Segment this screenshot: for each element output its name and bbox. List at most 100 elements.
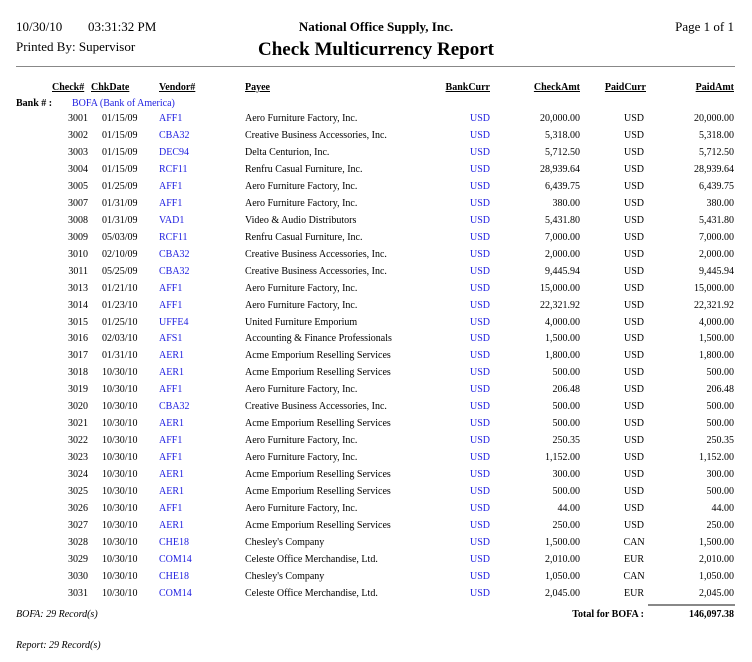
check-date: 01/25/10 bbox=[102, 316, 138, 328]
vendor-link[interactable]: AFS1 bbox=[159, 333, 183, 345]
bank-currency[interactable]: USD bbox=[469, 401, 490, 413]
check-amount: 1,500.00 bbox=[545, 537, 580, 548]
paid-currency: USD bbox=[623, 333, 644, 345]
bank-currency[interactable]: USD bbox=[469, 570, 490, 582]
vendor-link[interactable]: AFF1 bbox=[159, 299, 183, 311]
bank-currency[interactable]: USD bbox=[469, 146, 490, 158]
bank-currency[interactable]: USD bbox=[469, 197, 490, 209]
vendor-link[interactable]: UFFE4 bbox=[159, 316, 189, 328]
vendor-link[interactable]: AER1 bbox=[159, 367, 184, 379]
col-paidcurr: PaidCurr bbox=[604, 82, 646, 93]
paid-amount: 500.00 bbox=[706, 367, 735, 379]
check-amount: 9,445.94 bbox=[545, 265, 580, 277]
paid-amount: 9,445.94 bbox=[699, 265, 734, 277]
check-number: 3007 bbox=[68, 197, 88, 209]
check-number: 3026 bbox=[68, 503, 88, 515]
vendor-link[interactable]: COM14 bbox=[159, 587, 192, 599]
check-amount: 2,000.00 bbox=[545, 248, 580, 260]
paid-amount: 5,431.80 bbox=[699, 214, 734, 226]
vendor-link[interactable]: AFF1 bbox=[159, 384, 183, 396]
paid-currency: USD bbox=[623, 231, 644, 243]
check-amount: 5,318.00 bbox=[545, 129, 580, 141]
paid-currency: USD bbox=[623, 435, 644, 447]
vendor-link[interactable]: AFF1 bbox=[159, 452, 183, 464]
bank-currency[interactable]: USD bbox=[469, 214, 490, 226]
payee: Chesley's Company bbox=[245, 537, 325, 548]
paid-amount: 500.00 bbox=[706, 418, 735, 430]
check-amount: 5,712.50 bbox=[545, 146, 580, 158]
bank-currency[interactable]: USD bbox=[469, 553, 490, 565]
bank-currency[interactable]: USD bbox=[469, 537, 490, 548]
vendor-link[interactable]: AER1 bbox=[159, 418, 184, 430]
bank-currency[interactable]: USD bbox=[469, 113, 490, 124]
bank-currency[interactable]: USD bbox=[469, 503, 490, 515]
bank-currency[interactable]: USD bbox=[469, 231, 490, 243]
paid-amount: 4,000.00 bbox=[699, 316, 734, 328]
vendor-link[interactable]: AER1 bbox=[159, 469, 184, 481]
vendor-link[interactable]: DEC94 bbox=[159, 146, 189, 158]
vendor-link[interactable]: AFF1 bbox=[159, 282, 183, 294]
check-amount: 6,439.75 bbox=[545, 180, 580, 192]
vendor-link[interactable]: AFF1 bbox=[159, 197, 183, 209]
vendor-link[interactable]: AER1 bbox=[159, 486, 184, 498]
paid-amount: 5,712.50 bbox=[699, 146, 734, 158]
paid-currency: USD bbox=[623, 180, 644, 192]
check-number: 3013 bbox=[68, 282, 88, 294]
vendor-link[interactable]: CHE18 bbox=[159, 537, 189, 548]
bank-currency[interactable]: USD bbox=[469, 129, 490, 141]
check-amount: 250.35 bbox=[552, 435, 581, 447]
bank-currency[interactable]: USD bbox=[469, 316, 490, 328]
vendor-link[interactable]: AFF1 bbox=[159, 113, 183, 124]
vendor-link[interactable]: CHE18 bbox=[159, 570, 189, 582]
check-date: 10/30/10 bbox=[102, 452, 138, 464]
payee: Acme Emporium Reselling Services bbox=[245, 350, 391, 362]
check-date: 10/30/10 bbox=[102, 587, 138, 599]
check-amount: 206.48 bbox=[552, 384, 581, 396]
bank-currency[interactable]: USD bbox=[469, 299, 490, 311]
bank-currency[interactable]: USD bbox=[469, 350, 490, 362]
bank-currency[interactable]: USD bbox=[469, 163, 490, 175]
payee: Creative Business Accessories, Inc. bbox=[245, 265, 387, 277]
bank-currency[interactable]: USD bbox=[469, 452, 490, 464]
bank-currency[interactable]: USD bbox=[469, 248, 490, 260]
bank-currency[interactable]: USD bbox=[469, 435, 490, 447]
vendor-link[interactable]: AFF1 bbox=[159, 180, 183, 192]
bank-currency[interactable]: USD bbox=[469, 180, 490, 192]
vendor-link[interactable]: AER1 bbox=[159, 350, 184, 362]
bank-currency[interactable]: USD bbox=[469, 333, 490, 345]
bank-currency[interactable]: USD bbox=[469, 418, 490, 430]
check-date: 01/25/09 bbox=[102, 180, 138, 192]
vendor-link[interactable]: AER1 bbox=[159, 520, 184, 532]
report-date: 10/30/10 bbox=[16, 19, 63, 34]
vendor-link[interactable]: AFF1 bbox=[159, 435, 183, 447]
payee: Aero Furniture Factory, Inc. bbox=[245, 197, 358, 209]
check-number: 3002 bbox=[68, 129, 88, 141]
check-number: 3025 bbox=[68, 486, 88, 498]
vendor-link[interactable]: CBA32 bbox=[159, 401, 190, 413]
check-number: 3001 bbox=[68, 113, 88, 124]
bank-currency[interactable]: USD bbox=[469, 587, 490, 599]
bank-currency[interactable]: USD bbox=[469, 469, 490, 481]
bank-currency[interactable]: USD bbox=[469, 384, 490, 396]
vendor-link[interactable]: VAD1 bbox=[159, 214, 185, 226]
paid-currency: USD bbox=[623, 265, 644, 277]
vendor-link[interactable]: AFF1 bbox=[159, 503, 183, 515]
payee: Aero Furniture Factory, Inc. bbox=[245, 282, 358, 294]
vendor-link[interactable]: CBA32 bbox=[159, 265, 190, 277]
payee: Creative Business Accessories, Inc. bbox=[245, 129, 387, 141]
bank-currency[interactable]: USD bbox=[469, 486, 490, 498]
vendor-link[interactable]: CBA32 bbox=[159, 248, 190, 260]
check-amount: 1,800.00 bbox=[545, 350, 580, 362]
vendor-link[interactable]: COM14 bbox=[159, 553, 192, 565]
bank-currency[interactable]: USD bbox=[469, 367, 490, 379]
bank-currency[interactable]: USD bbox=[469, 265, 490, 277]
vendor-link[interactable]: RCF11 bbox=[159, 231, 188, 243]
bank-value[interactable]: BOFA (Bank of America) bbox=[72, 98, 175, 109]
paid-currency: USD bbox=[623, 129, 644, 141]
bank-currency[interactable]: USD bbox=[469, 520, 490, 532]
check-number: 3031 bbox=[68, 587, 88, 599]
vendor-link[interactable]: RCF11 bbox=[159, 163, 188, 175]
vendor-link[interactable]: CBA32 bbox=[159, 129, 190, 141]
bank-currency[interactable]: USD bbox=[469, 282, 490, 294]
check-amount: 500.00 bbox=[552, 418, 581, 430]
